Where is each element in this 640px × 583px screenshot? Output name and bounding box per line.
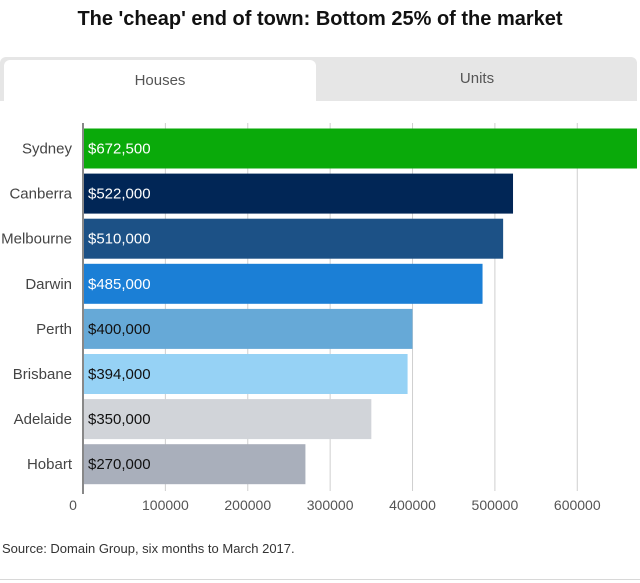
bar [83,399,372,440]
bar-value-label: $400,000 [88,321,151,338]
category-labels: Sydney Canberra Melbourne Darwin Perth Brisba… [1,141,73,474]
tab-houses[interactable]: Houses [4,60,316,101]
category-label: Sydney [22,141,73,158]
bars: $672,500 $522,000 $510,000 $485,000 $400,000… [83,128,637,485]
tab-bar: Houses Units [0,57,637,101]
category-label: Perth [36,321,72,338]
category-label: Hobart [27,456,73,473]
bar-value-label: $672,500 [88,141,151,158]
x-tick-label: 400000 [389,497,436,513]
source-note: Source: Domain Group, six months to Marc… [2,541,295,556]
x-tick-label: 300000 [307,497,354,513]
category-label: Melbourne [1,231,72,248]
category-label: Darwin [25,276,72,293]
bar [83,308,413,349]
bar [83,354,408,394]
bar-chart: $672,500 $522,000 $510,000 $485,000 $400,000… [1,123,637,513]
bottom-divider [0,579,640,580]
x-tick-label: 0 [69,497,77,513]
x-tick-label: 200000 [224,497,271,513]
x-tick-labels: 0 100000 200000 300000 400000 500000 600000 [69,497,601,513]
bar-value-label: $522,000 [88,186,151,203]
bar [83,173,514,214]
category-label: Adelaide [14,411,72,428]
x-tick-label: 500000 [472,497,519,513]
bar [83,128,637,169]
chart-title: The 'cheap' end of town: Bottom 25% of t… [77,8,563,30]
bar-value-label: $350,000 [88,411,151,428]
bar-value-label: $394,000 [88,366,151,383]
tab-units[interactable]: Units [459,70,495,87]
bar-value-label: $485,000 [88,276,151,293]
bar [83,444,306,485]
x-tick-label: 100000 [142,497,189,513]
bar-value-label: $510,000 [88,231,151,248]
bar [83,263,483,304]
x-tick-label: 600000 [554,497,601,513]
category-label: Brisbane [13,366,72,383]
bar-value-label: $270,000 [88,456,151,473]
category-label: Canberra [9,186,72,203]
bar [83,218,504,259]
